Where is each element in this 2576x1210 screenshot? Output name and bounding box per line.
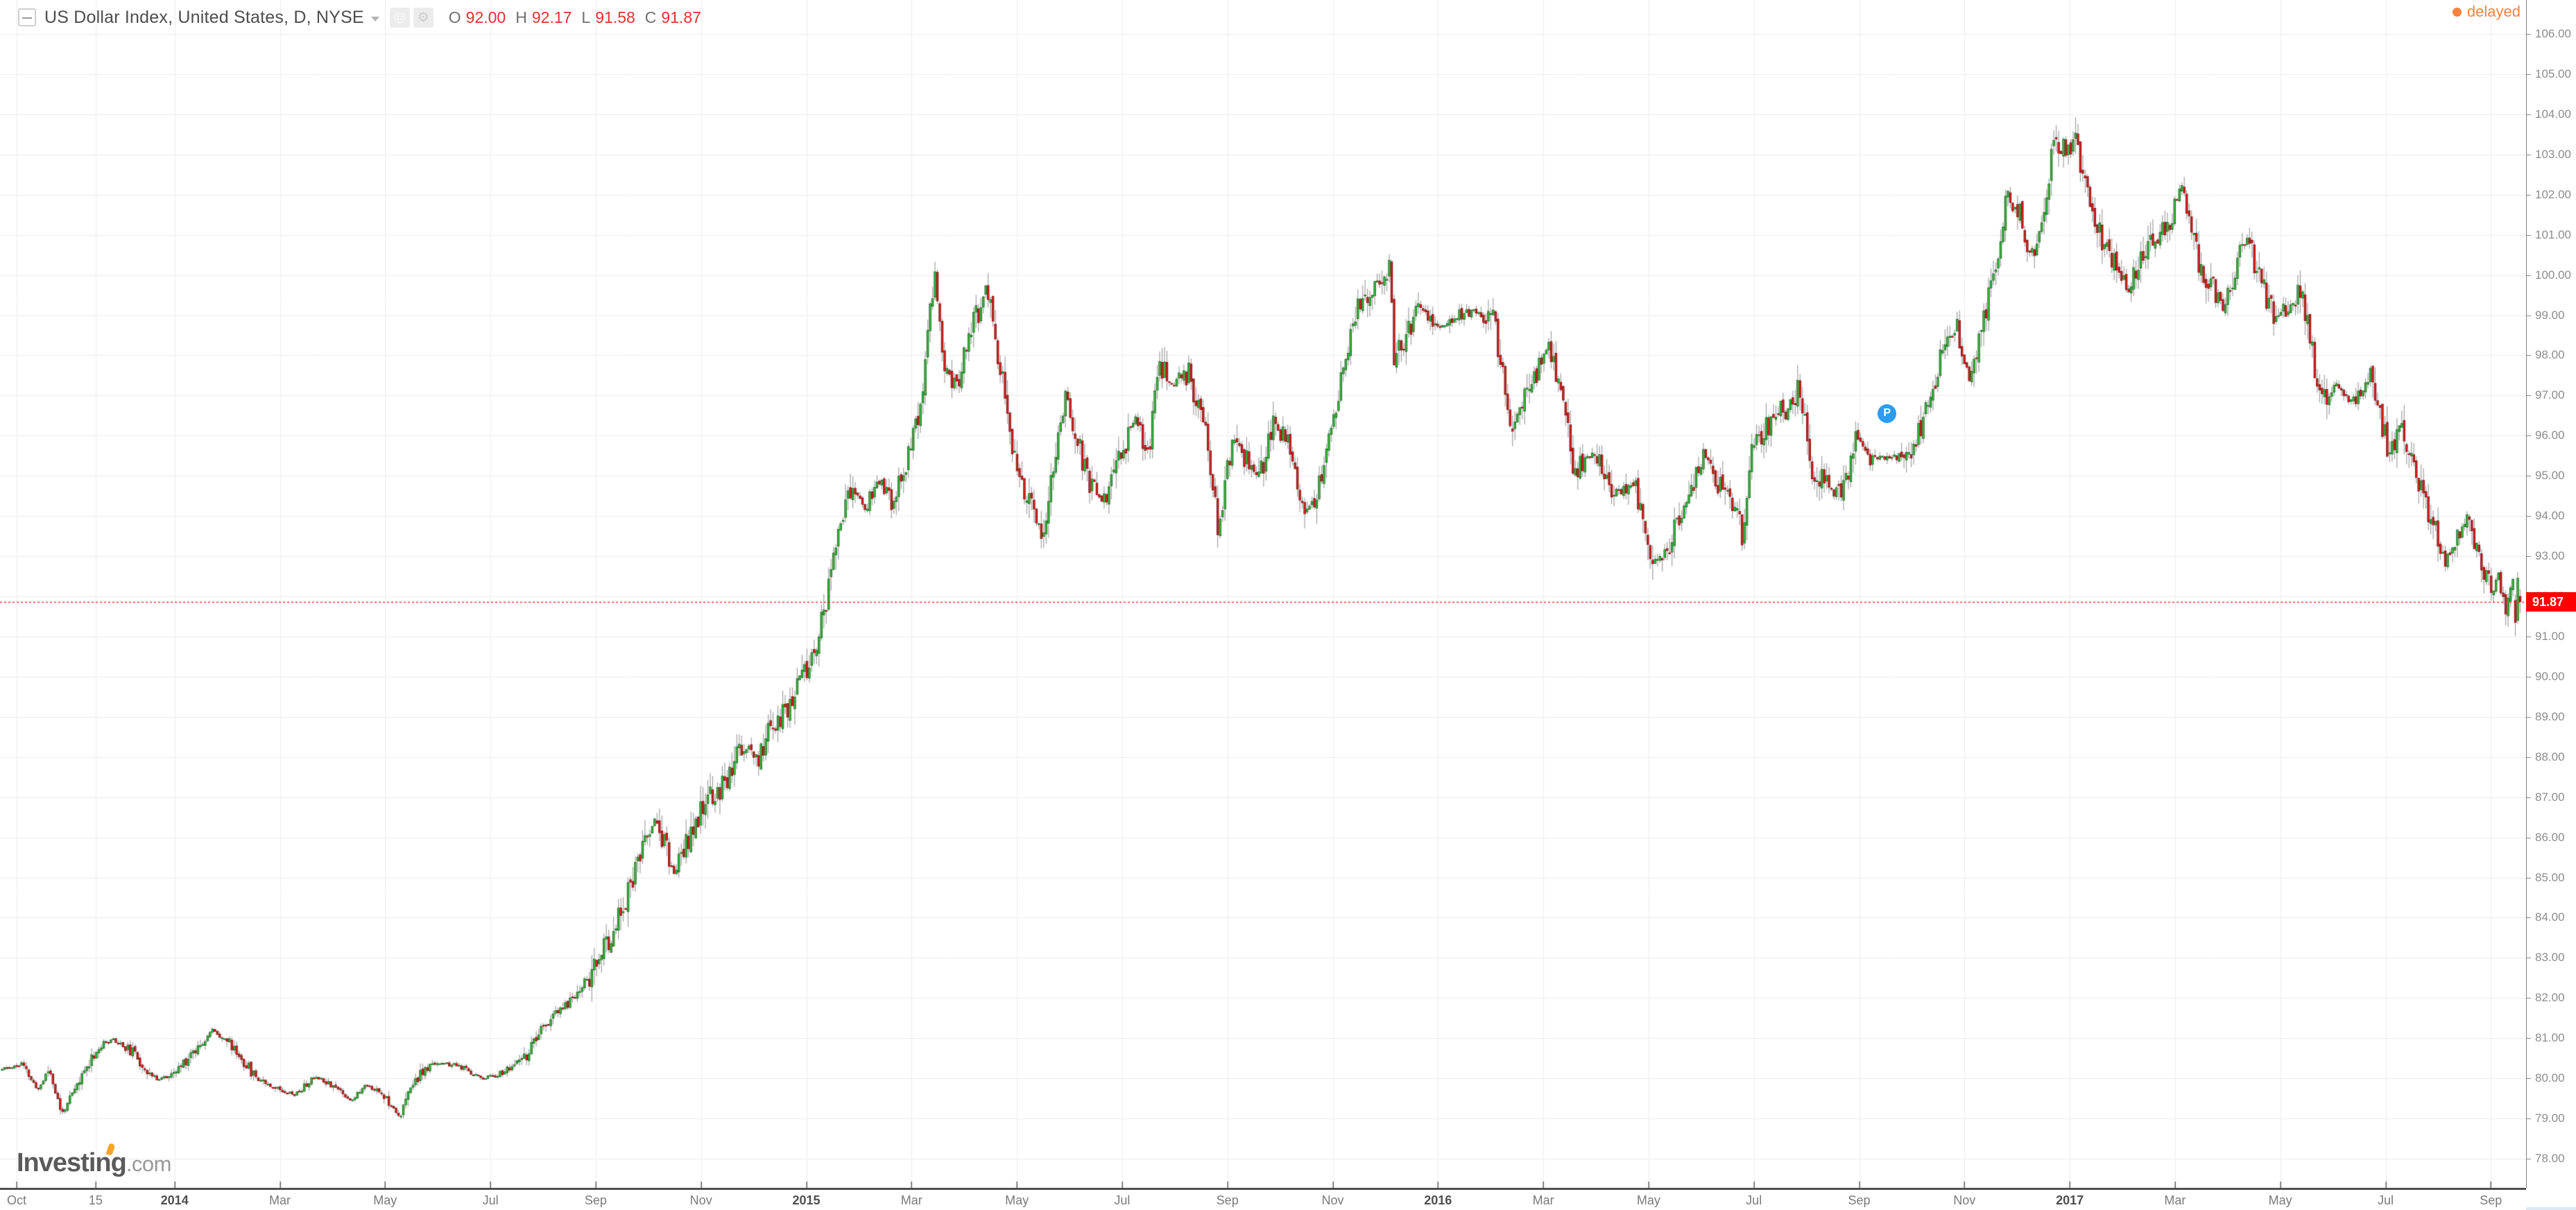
price-axis-label: 90.00 [2527,670,2565,683]
price-axis-label: 102.00 [2527,188,2571,201]
open-value: 92.00 [465,8,506,26]
time-axis-label: Mar [1532,1193,1554,1207]
price-axis-label: 105.00 [2527,67,2571,80]
time-axis-label: May [2268,1193,2292,1207]
gear-icon: ⚙ [417,10,429,25]
price-axis-label: 82.00 [2527,992,2565,1004]
price-axis-label: 103.00 [2527,148,2571,161]
brand-suffix: .com [126,1152,172,1176]
time-axis-label: Jul [1746,1193,1762,1207]
time-axis-label: Nov [1953,1193,1976,1207]
time-axis-label: Oct [6,1193,27,1207]
delayed-label: delayed [2466,3,2521,20]
price-axis-label: 95.00 [2527,469,2565,482]
price-axis-label: 79.00 [2527,1112,2565,1125]
price-axis-label: 89.00 [2527,710,2565,723]
price-axis-label: 80.00 [2527,1072,2565,1084]
price-axis-label: 96.00 [2527,429,2565,442]
delayed-dot-icon [2452,7,2462,17]
time-axis-label: Nov [1321,1193,1344,1207]
time-axis-label: Mar [2164,1193,2186,1207]
close-label: C [644,8,657,26]
time-axis-label: May [1005,1193,1029,1207]
last-price-tag: 91.87 [2526,591,2576,612]
price-axis-label: 101.00 [2527,228,2571,241]
price-axis-label: 106.00 [2527,28,2571,40]
price-axis-label: 78.00 [2527,1152,2565,1165]
time-axis-year-label: 2016 [1424,1193,1452,1207]
time-axis-label: Jul [1114,1193,1131,1207]
time-axis-label: Jul [2377,1193,2394,1207]
time-axis-label: Sep [584,1193,607,1207]
time-axis-label: Mar [269,1193,291,1207]
price-axis-label: 98.00 [2527,349,2565,361]
time-axis-year-label: 2014 [160,1193,189,1207]
low-value: 91.58 [595,8,635,26]
chart-header: US Dollar Index, United States, D, NYSE … [18,5,701,30]
price-axis-label: 100.00 [2527,268,2571,282]
time-axis-label: Mar [900,1193,922,1207]
price-axis-label: 81.00 [2527,1032,2565,1044]
low-label: L [581,8,591,26]
time-axis-label: Jul [482,1193,499,1207]
high-label: H [515,8,527,26]
chart-settings-button[interactable]: ⚙ [413,7,433,28]
brand-text: Investing [17,1143,127,1178]
investing-watermark: Investing .com [17,1143,172,1178]
collapse-icon[interactable] [18,8,36,26]
time-axis-label: 15 [88,1193,103,1207]
price-axis-label: 91.00 [2527,630,2565,643]
price-axis-label: 86.00 [2527,831,2565,844]
time-axis-label: Sep [1848,1193,1871,1207]
target-icon: ◎ [393,10,406,25]
close-value: 91.87 [661,8,701,26]
chevron-down-icon[interactable] [370,16,379,21]
price-axis-label: 84.00 [2527,911,2565,924]
time-axis[interactable]: Oct 15 2014 Mar May Jul Sep Nov 2015 Mar May Jul Sep… [0,1188,2526,1210]
price-axis-label: 83.00 [2527,951,2565,964]
price-axis-label: 85.00 [2527,871,2565,884]
high-value: 92.17 [531,8,572,26]
time-axis-year-label: 2015 [792,1193,821,1207]
price-axis-label: 99.00 [2527,309,2565,322]
time-axis-label: May [1636,1193,1660,1207]
symbol-title: US Dollar Index, United States, D, NYSE [44,7,364,27]
time-axis-year-label: 2017 [2056,1193,2084,1207]
open-label: O [448,8,461,26]
price-axis-label: 94.00 [2527,510,2565,522]
price-axis-label: 104.00 [2527,107,2571,121]
price-axis-label: 93.00 [2527,550,2565,562]
ohlc-readout: O 92.00 H 92.17 L 91.58 C 91.87 [449,8,701,27]
price-axis-label: 97.00 [2527,389,2565,401]
time-axis-label: May [373,1193,397,1207]
price-axis-label: 88.00 [2527,750,2565,763]
chart-style-button[interactable]: ◎ [389,7,410,28]
candlestick-canvas[interactable] [0,0,2526,1188]
time-axis-label: Sep [1216,1193,1239,1207]
delayed-badge: delayed [2452,3,2521,21]
time-axis-label: Sep [2480,1193,2502,1207]
price-axis-label: 87.00 [2527,790,2565,804]
time-axis-label: Nov [689,1193,712,1207]
event-marker-p[interactable]: P [1878,404,1897,423]
